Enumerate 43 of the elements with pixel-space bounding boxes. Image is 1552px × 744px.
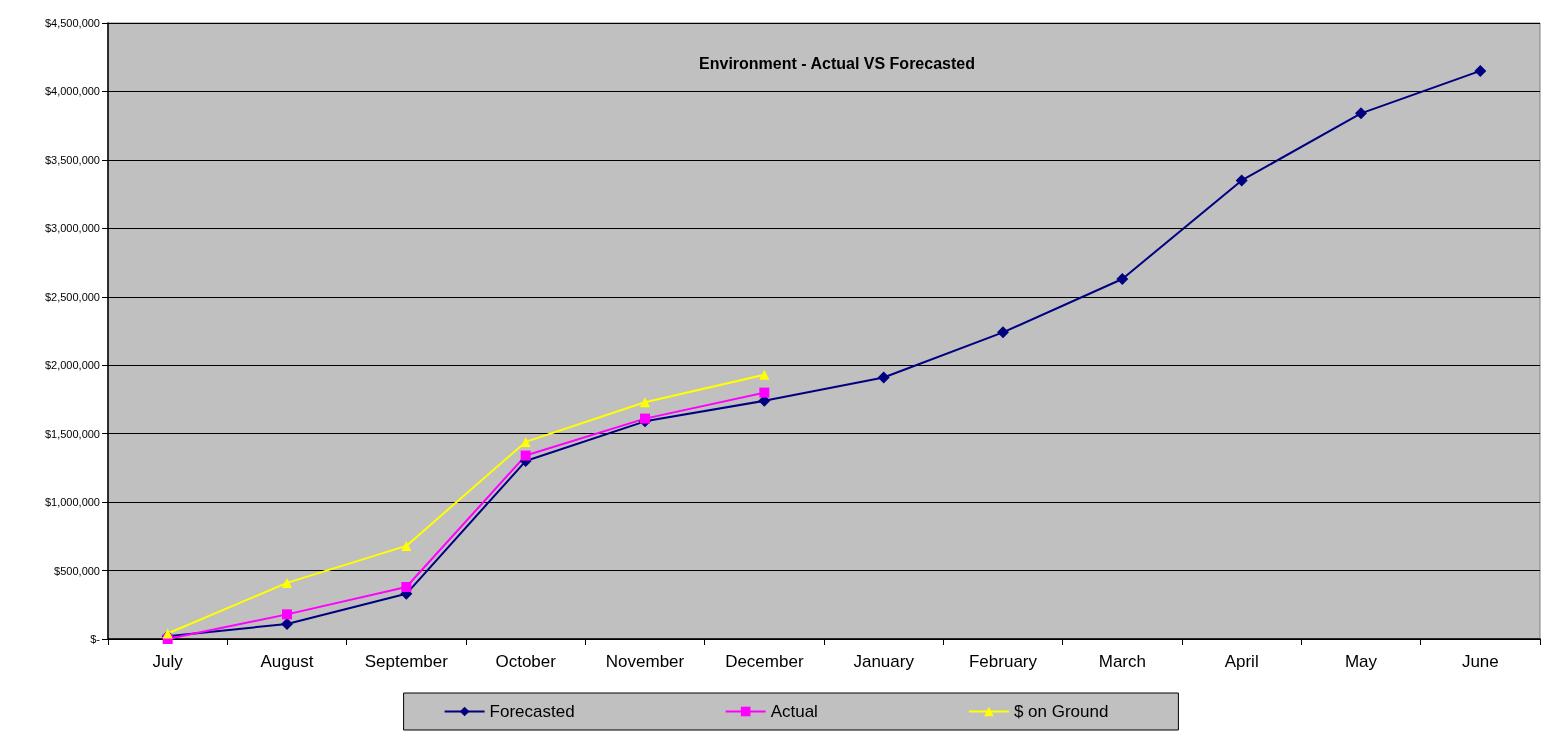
y-tick-label: $1,500,000 [44, 427, 100, 440]
x-tick-label: February [968, 652, 1038, 671]
legend-label: $ on Ground [1013, 702, 1109, 721]
point [640, 413, 650, 424]
point [401, 540, 412, 551]
point [282, 577, 292, 588]
point [1235, 174, 1248, 187]
x-tick-label: September [364, 652, 449, 671]
legend-label: Actual [770, 702, 818, 721]
x-tick-label: April [1224, 652, 1259, 671]
x-tick-label: December [725, 652, 804, 671]
y-tick-label: $- [90, 633, 101, 645]
point [759, 387, 770, 398]
point [401, 581, 412, 592]
y-tick-label: $1,000,000 [44, 496, 100, 509]
point [520, 436, 531, 447]
x-tick-label: October [495, 652, 557, 671]
x-tick-label: July [152, 652, 184, 671]
y-tick-label: $4,500,000 [44, 17, 100, 29]
point [759, 369, 770, 380]
x-tick-label: November [605, 652, 685, 671]
y-tick-label: $3,500,000 [44, 153, 100, 166]
point [1474, 64, 1487, 77]
point [520, 450, 531, 461]
y-tick-label: $2,500,000 [44, 290, 100, 303]
x-tick-label: May [1344, 652, 1378, 671]
x-tick-label: January [853, 652, 915, 671]
point [282, 609, 292, 620]
x-tick-label: June [1461, 652, 1499, 671]
x-tick-label: March [1098, 652, 1146, 671]
point [640, 397, 650, 408]
y-tick-label: $500,000 [54, 564, 100, 577]
y-tick-label: $3,000,000 [44, 222, 100, 235]
x-tick-label: August [260, 652, 314, 671]
y-tick-label: $4,000,000 [44, 85, 100, 98]
point [997, 326, 1009, 339]
point [1355, 107, 1367, 120]
text: Environment - Actual VS Forecasted [699, 54, 975, 72]
legend-label: Forecasted [489, 702, 575, 721]
point [1116, 272, 1129, 285]
point [877, 371, 890, 384]
y-tick-label: $2,000,000 [44, 359, 100, 372]
point [162, 628, 173, 639]
